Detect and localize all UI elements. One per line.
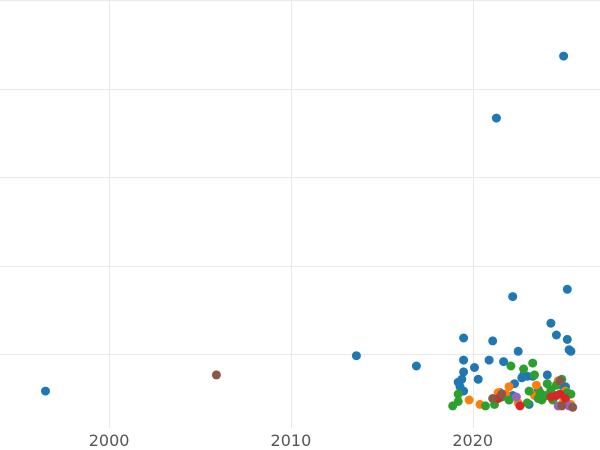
data-points <box>41 51 578 412</box>
data-point <box>351 351 361 361</box>
data-point <box>411 361 421 371</box>
data-point <box>513 346 523 356</box>
series-5 <box>211 370 578 412</box>
data-point <box>530 370 539 380</box>
data-point <box>546 318 556 328</box>
data-point <box>464 395 474 405</box>
data-point <box>504 395 514 405</box>
data-point <box>488 336 498 346</box>
data-point <box>531 380 541 390</box>
data-point <box>551 391 561 400</box>
data-point <box>561 394 570 403</box>
data-point <box>562 284 572 294</box>
data-point <box>522 398 532 408</box>
grid <box>0 0 600 428</box>
data-point <box>524 386 534 396</box>
data-point <box>542 370 552 380</box>
data-point <box>515 401 525 411</box>
data-point <box>488 394 498 403</box>
data-point <box>511 392 521 402</box>
data-point <box>459 367 469 377</box>
data-point <box>481 401 490 411</box>
x-axis-ticks: 2000 2010 2020 <box>89 431 493 450</box>
data-point <box>568 402 578 412</box>
data-point <box>533 394 543 403</box>
data-point <box>562 334 572 344</box>
x-tick-label: 2000 <box>89 431 130 450</box>
data-point <box>497 389 507 399</box>
data-point <box>211 370 221 380</box>
data-point <box>506 361 516 371</box>
data-point <box>484 355 494 365</box>
data-point <box>470 363 479 372</box>
data-point <box>453 396 463 406</box>
data-point <box>457 374 467 384</box>
series-0 <box>41 51 576 409</box>
series-3 <box>493 389 570 411</box>
data-point <box>459 355 469 365</box>
data-point <box>566 346 576 356</box>
data-point <box>504 382 514 392</box>
data-point <box>559 51 569 61</box>
data-point <box>555 376 565 386</box>
data-point <box>453 389 463 399</box>
data-point <box>459 333 469 343</box>
data-point <box>41 386 50 396</box>
data-point <box>508 292 518 302</box>
x-tick-label: 2020 <box>452 431 493 450</box>
data-point <box>519 364 529 374</box>
x-tick-label: 2010 <box>271 431 312 450</box>
data-point <box>551 330 561 340</box>
data-point <box>499 357 509 367</box>
data-point <box>528 358 538 368</box>
data-point <box>491 113 501 123</box>
data-point <box>557 401 567 411</box>
data-point <box>473 374 483 384</box>
